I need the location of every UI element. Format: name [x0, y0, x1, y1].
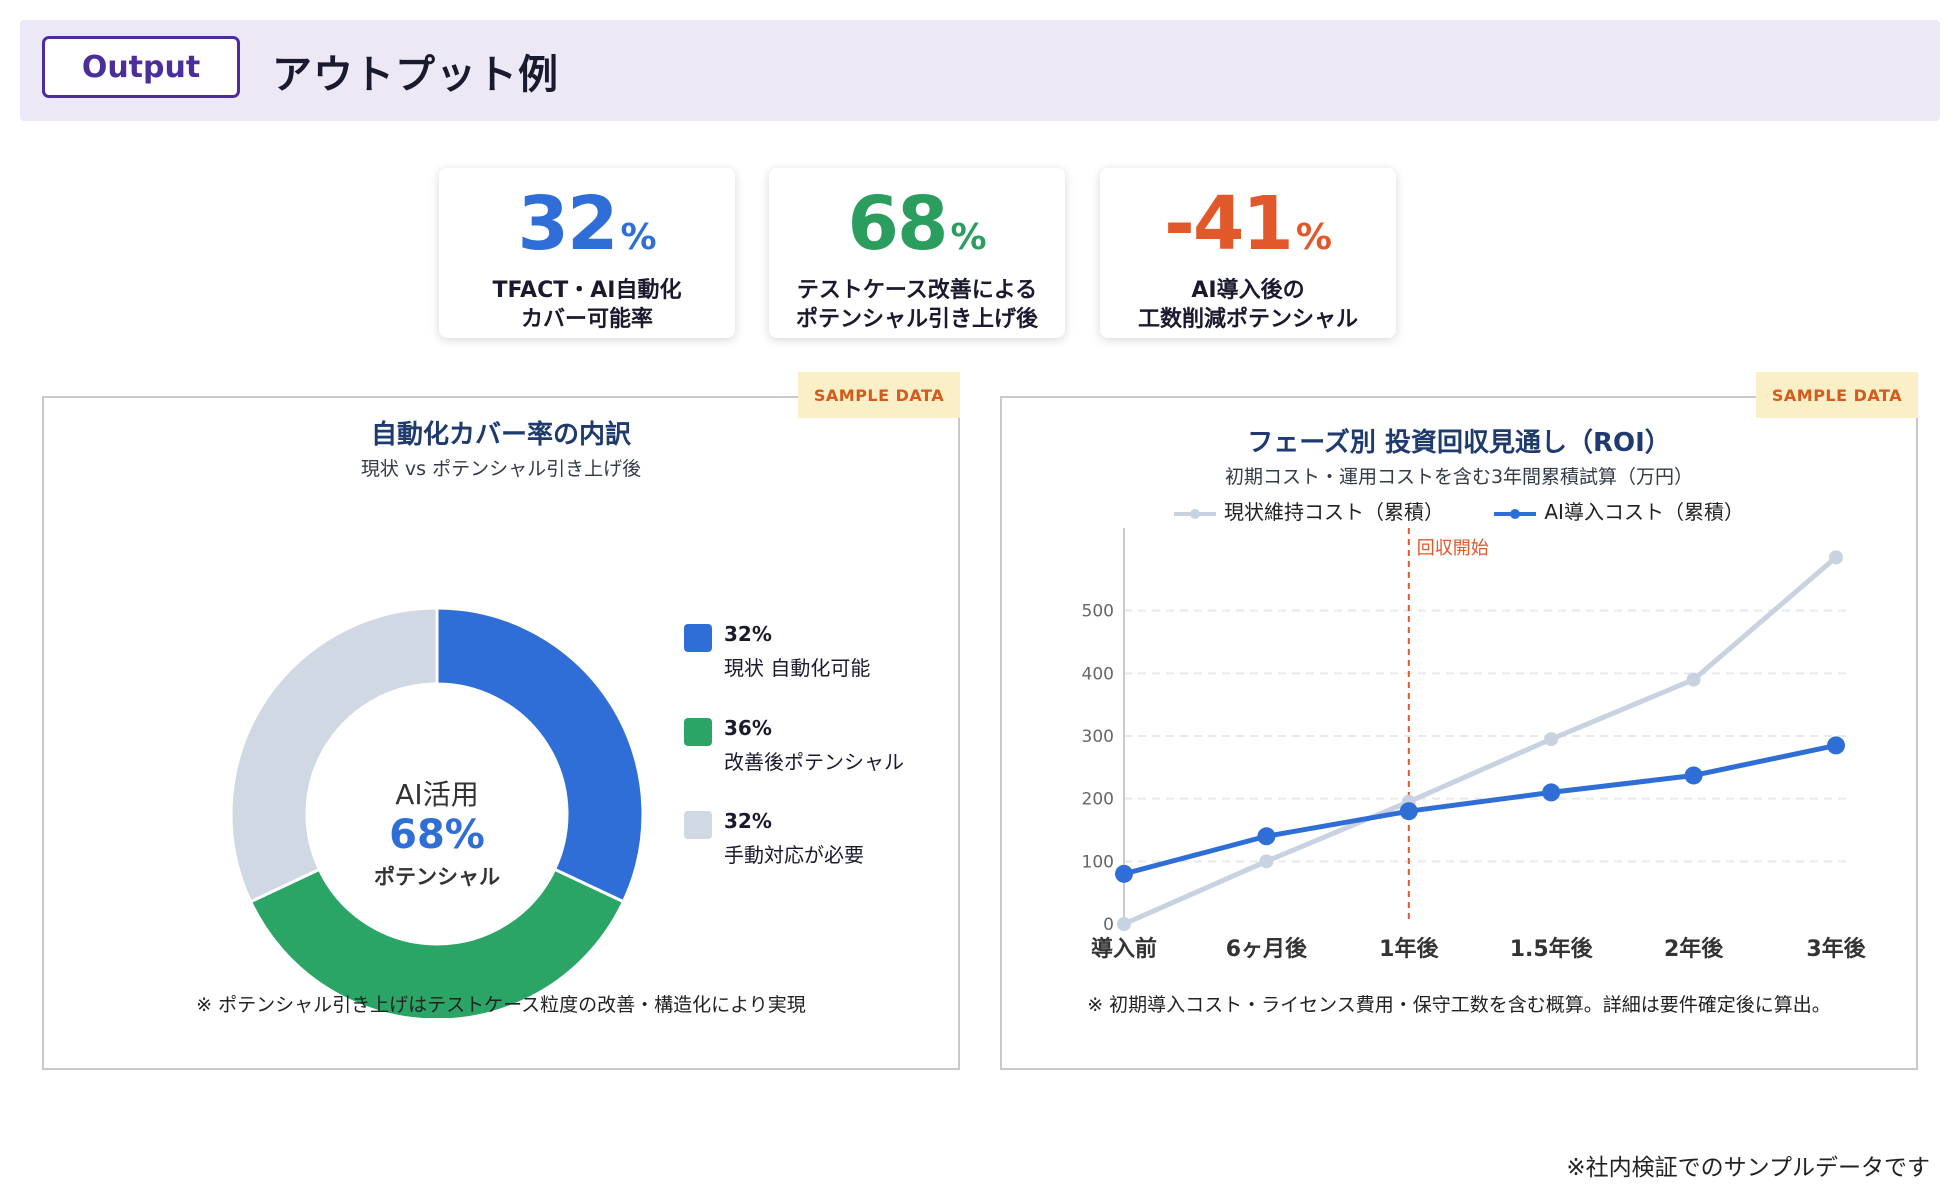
- roi-chart-panel: SAMPLE DATA フェーズ別 投資回収見通し（ROI） 初期コスト・運用コ…: [1000, 372, 1918, 1070]
- legend-swatch: [684, 718, 712, 746]
- x-tick-label: 2年後: [1664, 936, 1724, 962]
- series-ai-point: [1115, 864, 1133, 883]
- donut-slice-current: [435, 606, 645, 904]
- kpi-label-line1: AI導入後の: [1191, 278, 1305, 303]
- donut-chart-subtitle: 現状 vs ポテンシャル引き上げ後: [360, 458, 642, 480]
- x-tick-label: 1.5年後: [1510, 936, 1594, 962]
- y-tick-label: 300: [1082, 727, 1114, 747]
- kpi-card-reduction: -41% AI導入後の 工数削減ポテンシャル: [1100, 168, 1396, 338]
- legend-label: 現状 自動化可能: [724, 656, 871, 680]
- series-ai-point: [1257, 827, 1276, 846]
- payback-label: 回収開始: [1417, 538, 1489, 559]
- series-ai-point: [1827, 736, 1845, 755]
- x-tick-label: 6ヶ月後: [1226, 936, 1308, 962]
- donut-chart-note: ※ ポテンシャル引き上げはテストケース粒度の改善・構造化により実現: [196, 994, 806, 1016]
- y-tick-label: 200: [1082, 790, 1114, 810]
- roi-line-chart: 0 100 200 300 400 500 導入前 6ヶ月後 1年後 1.5年後 2年後 3年後 回収開…: [1082, 528, 1867, 962]
- series-status-quo-point: [1544, 732, 1559, 747]
- kpi-label-line1: テストケース改善による: [796, 278, 1038, 303]
- legend-label: AI導入コスト（累積）: [1544, 500, 1744, 524]
- kpi-value: 32: [517, 181, 618, 267]
- sample-data-tag: SAMPLE DATA: [1756, 372, 1918, 418]
- kpi-label-line2: 工数削減ポテンシャル: [1137, 307, 1358, 332]
- legend-pct: 32%: [724, 622, 772, 646]
- legend-item-ai: AI導入コスト（累積）: [1494, 496, 1744, 525]
- donut-center-label: AI活用: [395, 778, 478, 811]
- kpi-unit: %: [950, 217, 987, 258]
- legend-swatch: [684, 811, 712, 839]
- x-tick-label: 導入前: [1091, 936, 1157, 962]
- donut-slice-manual: [229, 606, 439, 904]
- series-ai-line: [1123, 742, 1837, 877]
- sample-data-tag: SAMPLE DATA: [798, 372, 960, 418]
- legend-label: 現状維持コスト（累積）: [1224, 500, 1445, 524]
- roi-chart-note: ※ 初期導入コスト・ライセンス費用・保守工数を含む概算。詳細は要件確定後に算出。: [1087, 994, 1831, 1016]
- output-badge: Output: [42, 36, 240, 98]
- x-tick-label: 3年後: [1806, 936, 1866, 962]
- kpi-label-line2: カバー可能率: [520, 307, 653, 332]
- series-status-quo-point: [1117, 917, 1131, 931]
- donut-center-value: 68%: [389, 812, 485, 858]
- roi-chart-title: フェーズ別 投資回収見通し（ROI）: [1247, 428, 1671, 458]
- roi-chart-legend: 現状維持コスト（累積） AI導入コスト（累積）: [1002, 496, 1916, 525]
- y-tick-label: 0: [1103, 915, 1114, 935]
- x-tick-label: 1年後: [1379, 936, 1439, 962]
- header-bar: Output アウトプット例: [20, 20, 1940, 121]
- donut-slice-potential: [248, 867, 626, 1018]
- legend-swatch: [684, 624, 712, 652]
- kpi-label-line1: TFACT・AI自動化: [492, 278, 682, 303]
- donut-chart-title: 自動化カバー率の内訳: [370, 420, 631, 450]
- y-tick-label: 400: [1082, 664, 1114, 684]
- donut-center-caption: ポテンシャル: [374, 865, 500, 889]
- series-status-quo-point: [1259, 854, 1274, 869]
- legend-line-blue: [1494, 508, 1537, 519]
- series-status-quo-point: [1686, 672, 1701, 687]
- footer-note: ※社内検証でのサンプルデータです: [1566, 1155, 1930, 1181]
- page-title: アウトプット例: [272, 52, 559, 98]
- y-tick-label: 100: [1082, 852, 1114, 872]
- kpi-card-coverage: 32% TFACT・AI自動化 カバー可能率: [439, 168, 735, 338]
- legend-label: 改善後ポテンシャル: [724, 750, 904, 774]
- y-tick-label: 500: [1082, 602, 1114, 622]
- kpi-unit: %: [620, 217, 657, 258]
- donut-chart-panel: SAMPLE DATA 自動化カバー率の内訳 現状 vs ポテンシャル引き上げ後…: [42, 372, 960, 1070]
- legend-item-status-quo: 現状維持コスト（累積）: [1174, 496, 1444, 525]
- legend-pct: 36%: [724, 716, 772, 740]
- kpi-unit: %: [1295, 217, 1332, 258]
- legend-pct: 32%: [724, 809, 772, 833]
- series-ai-point: [1399, 802, 1418, 821]
- kpi-label-line2: ポテンシャル引き上げ後: [795, 307, 1038, 332]
- series-ai-point: [1684, 766, 1703, 785]
- roi-chart-subtitle: 初期コスト・運用コストを含む3年間累積試算（万円）: [1224, 466, 1694, 488]
- series-ai-point: [1542, 783, 1561, 802]
- kpi-value: -41: [1164, 181, 1294, 267]
- series-status-quo-line: [1122, 555, 1838, 927]
- series-status-quo-point: [1829, 550, 1843, 565]
- kpi-card-potential: 68% テストケース改善による ポテンシャル引き上げ後: [769, 168, 1065, 338]
- legend-label: 手動対応が必要: [724, 843, 864, 867]
- legend-line-gray: [1174, 508, 1217, 519]
- donut-chart: AI活用 68% ポテンシャル: [229, 606, 645, 1018]
- kpi-value: 68: [847, 181, 948, 267]
